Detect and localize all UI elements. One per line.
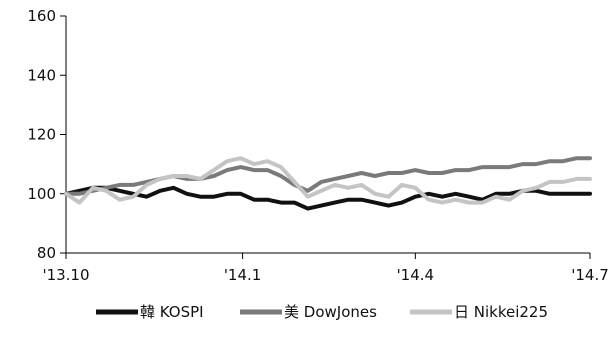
legend-label-2: 日 Nikkei225: [454, 303, 548, 321]
y-tick-label: 160: [27, 7, 56, 25]
series-line-2: [64, 156, 592, 205]
series-lines: [64, 156, 592, 211]
series-line-0: [64, 185, 592, 211]
x-tick-label: '14.1: [224, 266, 262, 284]
legend-label-0: 韓 KOSPI: [140, 303, 204, 321]
y-tick-label: 140: [27, 66, 56, 84]
y-axis-ticks: 80 100 120 140 160: [27, 7, 66, 262]
legend: 韓 KOSPI 美 DowJones 日 Nikkei225: [96, 303, 548, 321]
x-axis-ticks: '13.10 '14.1 '14.4 '14.7: [42, 253, 608, 284]
x-tick-label: '13.10: [42, 266, 89, 284]
x-tick-label: '14.7: [571, 266, 608, 284]
y-tick-label: 80: [37, 244, 56, 262]
y-tick-label: 120: [27, 126, 56, 144]
y-tick-label: 100: [27, 185, 56, 203]
legend-label-1: 美 DowJones: [284, 303, 377, 321]
x-tick-label: '14.4: [397, 266, 435, 284]
